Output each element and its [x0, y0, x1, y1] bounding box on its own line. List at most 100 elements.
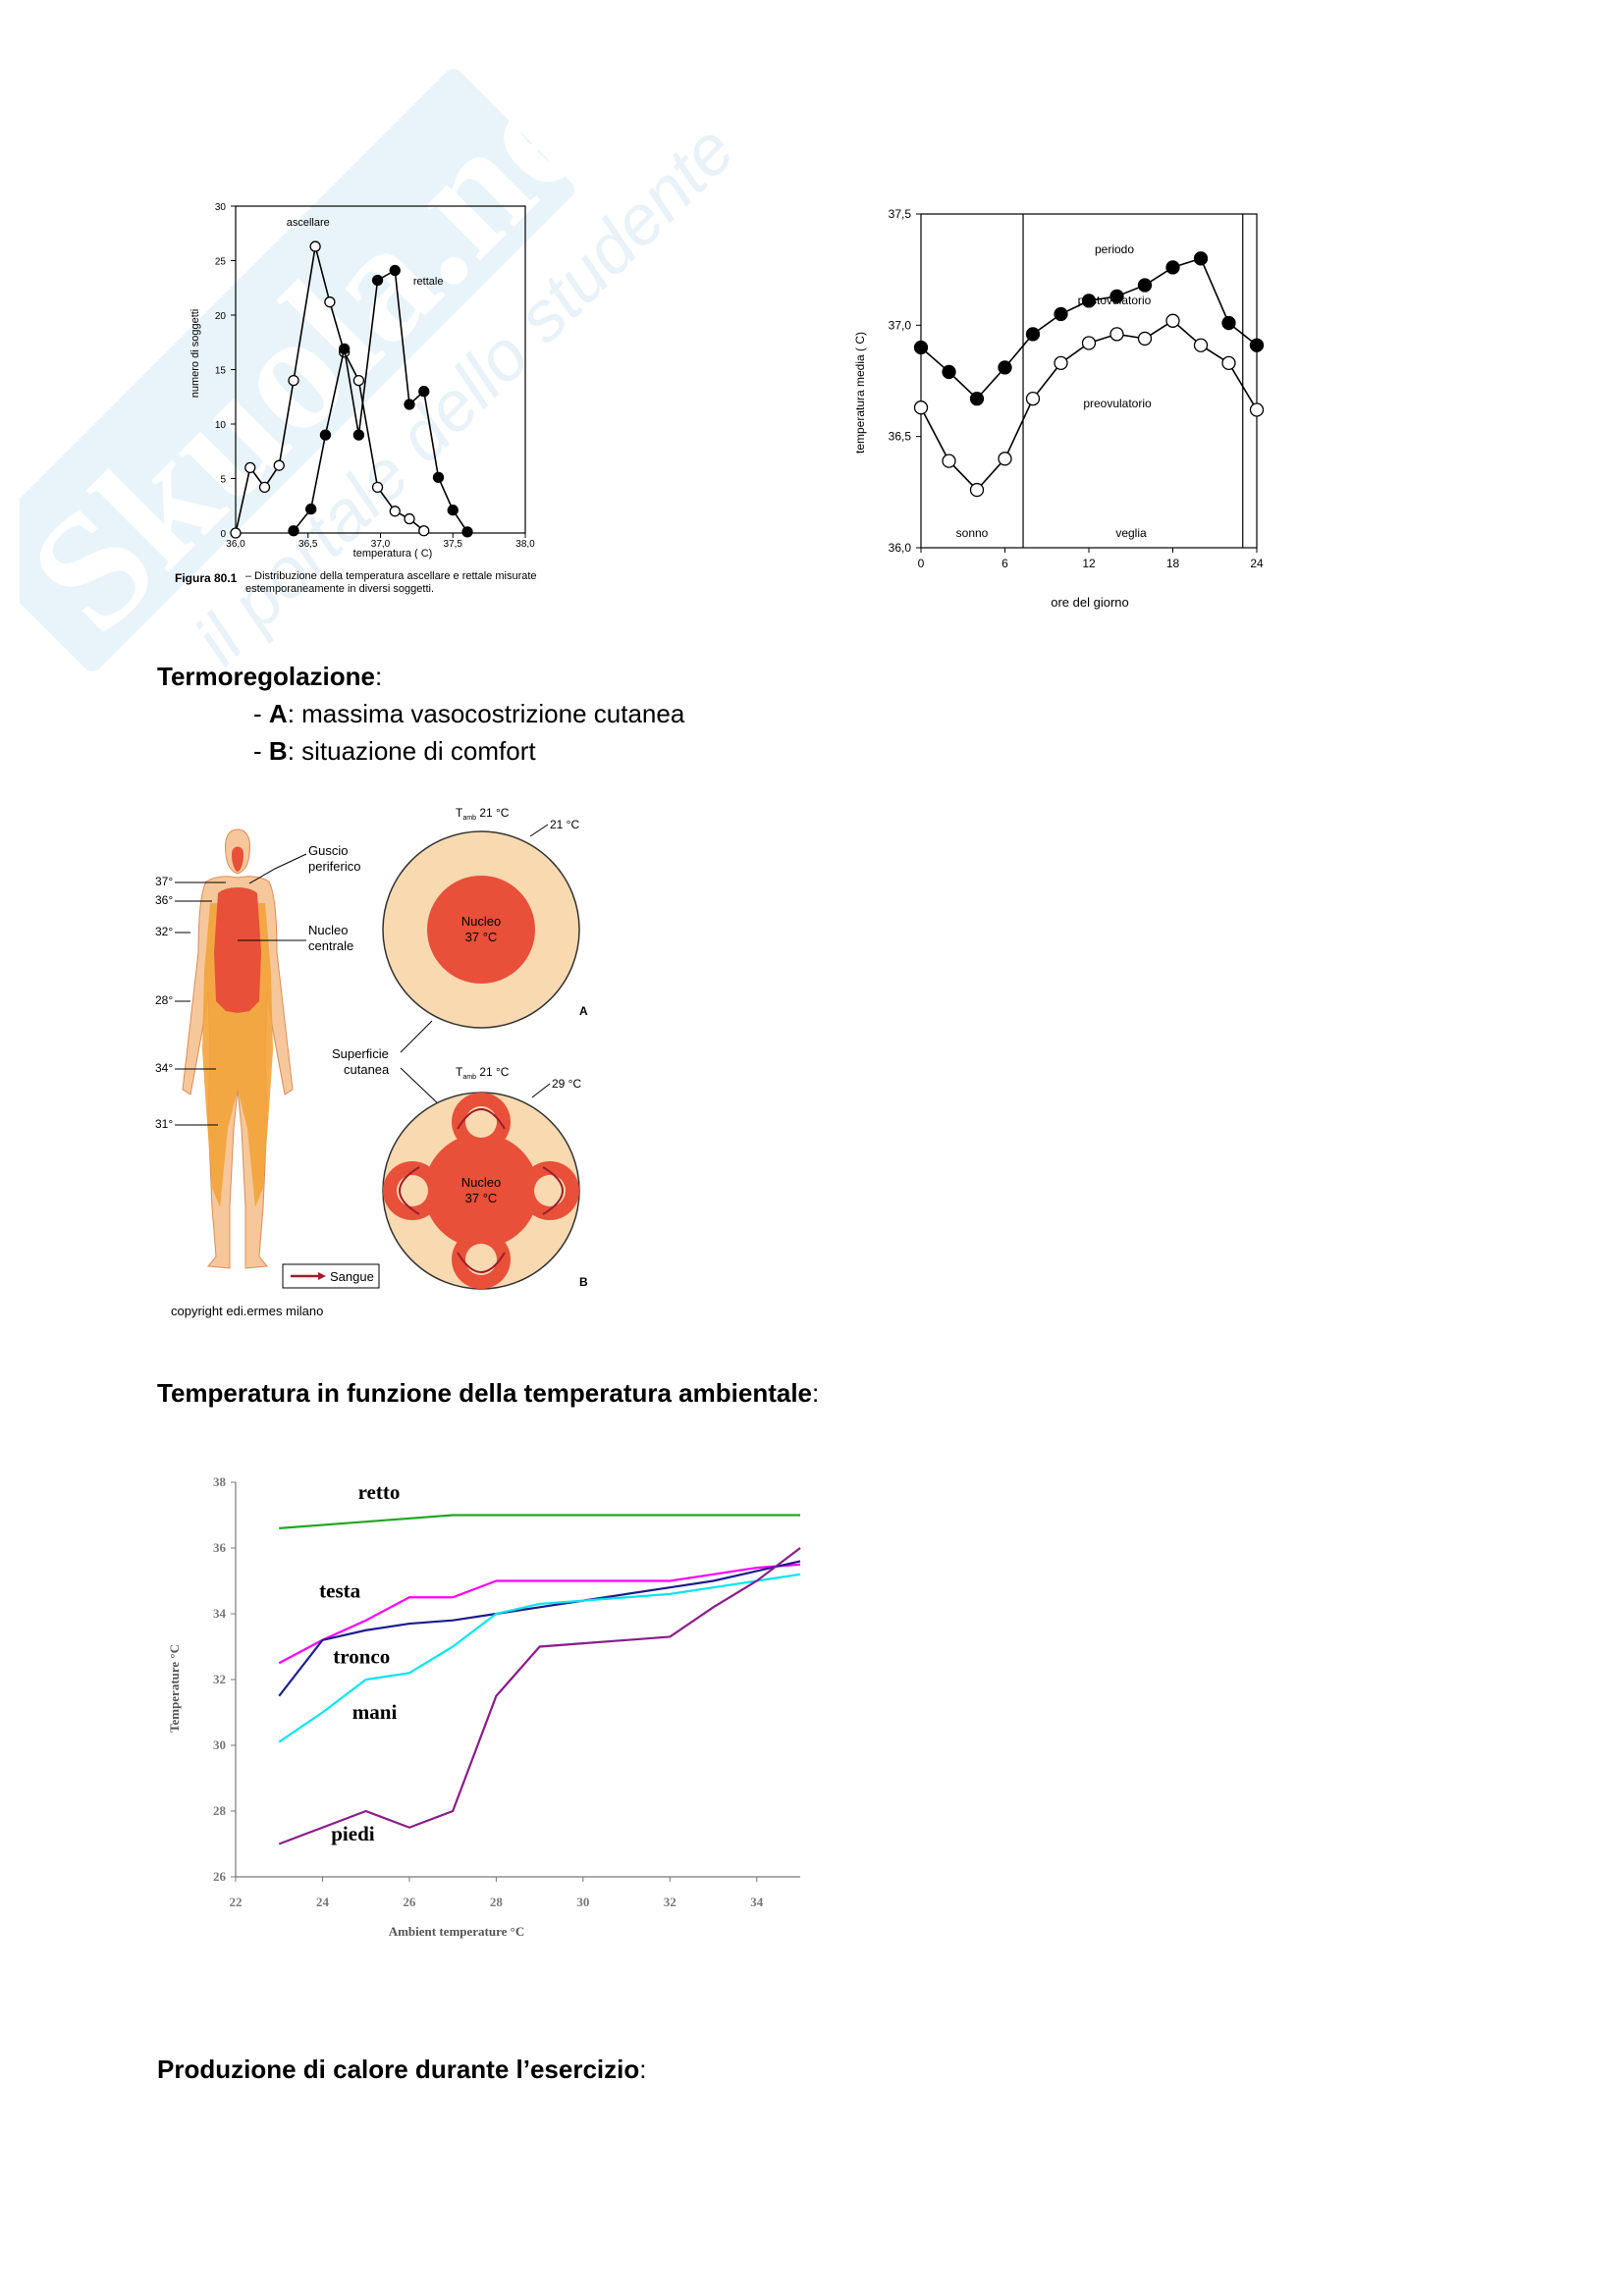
- copyright-text: copyright edi.ermes milano: [171, 1304, 323, 1318]
- legend-blood-label: Sangue: [330, 1269, 374, 1284]
- y-tick-label: 34: [213, 1606, 227, 1621]
- data-point-postovulatorio: [1054, 306, 1068, 322]
- chart2-veglia: veglia: [1115, 526, 1147, 540]
- data-point-postovulatorio: [913, 340, 929, 355]
- guscio-label-2: periferico: [308, 859, 360, 874]
- data-point-rettale: [461, 526, 473, 538]
- series-line-testa: [278, 1563, 801, 1665]
- data-point-preovulatorio: [1221, 355, 1236, 371]
- chart2-ylabel: temperatura media ( C): [853, 332, 867, 454]
- data-point-preovulatorio: [1165, 313, 1180, 328]
- ambient-heading: Temperatura in funzione della temperatur…: [157, 1378, 813, 1408]
- data-point-rettale: [371, 274, 384, 287]
- x-tick-label: 12: [1082, 557, 1096, 570]
- termo-item-b-key: B: [268, 736, 288, 766]
- y-tick-label: 30: [215, 202, 227, 213]
- termo-heading-line: Termoregolazione:: [157, 662, 382, 692]
- y-tick-label: 10: [215, 420, 227, 431]
- dash: -: [253, 699, 262, 728]
- ambient-temperature-chart: Temperature °C Ambient temperature °C 22…: [167, 1474, 801, 1939]
- data-point-preovulatorio: [942, 454, 956, 468]
- chart1-caption-bold: Figura 80.1: [175, 571, 238, 585]
- t-amb-b: Tamb 21 °C: [456, 1065, 510, 1081]
- exercise-heading-line: Produzione di calore durante l’esercizio…: [157, 2055, 646, 2085]
- surface-a-temp: 21 °C: [550, 818, 579, 831]
- x-tick-label: 0: [918, 557, 925, 570]
- temp-36: 36°: [155, 893, 173, 907]
- data-point-ascellare: [389, 506, 401, 517]
- data-point-preovulatorio: [969, 482, 985, 498]
- y-tick-label: 30: [213, 1737, 226, 1752]
- label-a: A: [579, 1004, 588, 1018]
- nucleus-a-temp: 37 °C: [465, 930, 498, 944]
- dash: -: [253, 736, 262, 766]
- data-point-ascellare: [371, 481, 384, 494]
- data-point-postovulatorio: [1249, 338, 1265, 352]
- data-point-ascellare: [230, 527, 242, 539]
- temp-28: 28°: [155, 993, 173, 1007]
- data-point-postovulatorio: [1137, 278, 1153, 293]
- y-tick-label: 26: [213, 1869, 227, 1884]
- nucleus-b-temp: 37 °C: [465, 1191, 498, 1205]
- data-point-rettale: [352, 429, 365, 441]
- y-tick-label: 37,5: [889, 207, 912, 221]
- x-tick-label: 26: [403, 1895, 416, 1909]
- x-tick-label: 6: [1001, 557, 1008, 570]
- data-point-postovulatorio: [1081, 294, 1097, 308]
- y-tick-label: 36: [213, 1540, 227, 1555]
- circle-a: Tamb 21 °C Nucleo 37 °C 21 °C A: [382, 806, 588, 1029]
- human-figure: [182, 828, 294, 1269]
- data-point-preovulatorio: [913, 400, 929, 415]
- termo-item-b: - B: situazione di comfort: [253, 736, 536, 767]
- data-point-rettale: [305, 503, 317, 515]
- data-point-ascellare: [324, 296, 336, 308]
- temp-32: 32°: [155, 925, 173, 938]
- data-point-rettale: [389, 264, 401, 277]
- data-point-postovulatorio: [998, 360, 1012, 375]
- data-point-ascellare: [418, 525, 430, 537]
- data-point-preovulatorio: [1109, 327, 1124, 342]
- x-tick-label: 32: [664, 1895, 676, 1909]
- exercise-colon: :: [639, 2055, 647, 2084]
- circle-b: Tamb 21 °C Nucleo 37 °C 29 °C B: [382, 1065, 588, 1290]
- guscio-label-1: Guscio: [308, 843, 348, 858]
- label-b: B: [579, 1275, 588, 1289]
- termo-item-a-key: A: [268, 699, 288, 728]
- data-point-preovulatorio: [998, 452, 1012, 466]
- data-point-postovulatorio: [942, 364, 956, 380]
- chart2-xlabel: ore del giorno: [1051, 595, 1129, 610]
- y-tick-label: 37,0: [889, 318, 912, 332]
- data-point-rettale: [447, 505, 459, 516]
- x-tick-label: 22: [230, 1895, 243, 1909]
- x-tick-label: 36,0: [226, 539, 245, 550]
- thermoregulation-diagram: 37° 36° 32° 28° 34° 31° Guscio periferic…: [155, 806, 588, 1318]
- x-tick-label: 36,5: [298, 539, 318, 550]
- series-label-piedi: piedi: [331, 1822, 375, 1845]
- series-line-tronco: [278, 1560, 801, 1697]
- series-label-rettale: rettale: [413, 276, 444, 288]
- plot-frame: [920, 213, 1258, 549]
- data-point-ascellare: [352, 374, 365, 387]
- skin-temperature-labels: 37° 36° 32° 28° 34° 31°: [155, 875, 226, 1131]
- series-line-mani: [278, 1573, 801, 1743]
- data-point-rettale: [432, 471, 445, 484]
- termo-item-a-text: : massima vasocostrizione cutanea: [287, 699, 685, 728]
- x-tick-label: 24: [1250, 557, 1264, 570]
- daily-rhythm-chart: temperatura media ( C) ore del giorno pe…: [853, 207, 1265, 610]
- x-tick-label: 34: [750, 1895, 764, 1909]
- series-line-retto: [279, 1514, 800, 1529]
- y-tick-label: 28: [213, 1803, 227, 1818]
- data-point-ascellare: [309, 240, 321, 252]
- chart2-periodo: periodo: [1095, 242, 1134, 256]
- data-point-preovulatorio: [1025, 391, 1041, 406]
- data-point-ascellare: [273, 459, 285, 471]
- chart2-series-pre-label: preovulatorio: [1083, 397, 1152, 410]
- data-point-preovulatorio: [1249, 402, 1265, 417]
- data-point-ascellare: [404, 512, 415, 525]
- t-amb-a: Tamb 21 °C: [456, 806, 510, 822]
- x-tick-label: 24: [316, 1895, 330, 1909]
- x-tick-label: 37,5: [444, 539, 463, 550]
- data-point-rettale: [288, 525, 299, 537]
- series-line-rettale: [293, 269, 468, 533]
- superficie-label-2: cutanea: [344, 1062, 390, 1077]
